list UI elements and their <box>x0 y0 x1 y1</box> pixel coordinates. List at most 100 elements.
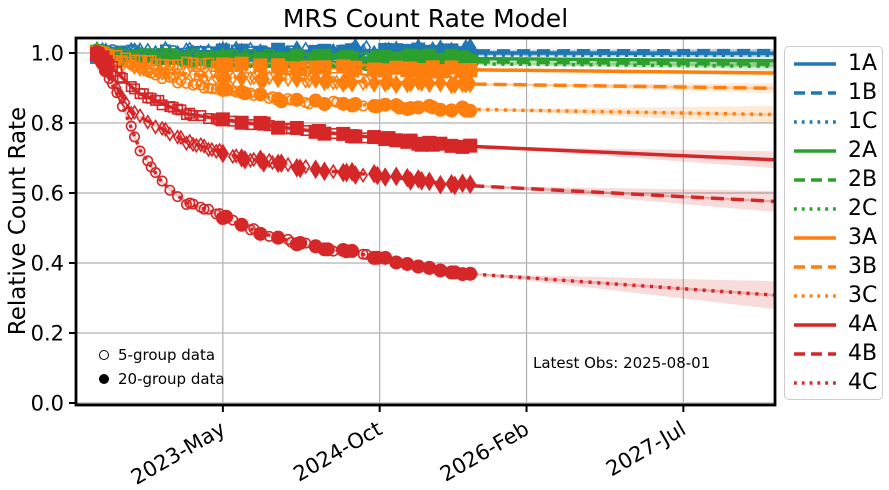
data-point <box>271 68 285 89</box>
data-point <box>135 61 145 77</box>
data-point <box>368 73 381 93</box>
data-point <box>245 152 256 169</box>
legend-label: 2C <box>848 196 878 221</box>
legend-entry-2B: 2B <box>785 165 882 194</box>
data-point <box>175 74 187 86</box>
data-point <box>423 171 436 192</box>
data-point <box>358 75 368 92</box>
data-point <box>415 170 428 191</box>
data-point <box>271 120 286 135</box>
band-3C <box>471 105 775 124</box>
data-point <box>181 42 192 58</box>
band-4B <box>471 185 775 212</box>
band-4A <box>471 146 775 169</box>
band-4C <box>471 273 775 310</box>
data-point <box>203 113 215 125</box>
data-point <box>195 136 206 153</box>
data-point <box>358 167 368 184</box>
data-point <box>234 217 249 232</box>
y-tick-label: 0.4 <box>31 252 64 276</box>
legend-line-sample <box>794 61 836 66</box>
data-point <box>357 248 369 260</box>
data-point <box>129 104 140 121</box>
data-point <box>300 158 311 175</box>
data-point <box>275 153 288 174</box>
data-point <box>116 72 128 84</box>
legend-label: 1A <box>848 51 878 76</box>
data-point <box>134 145 146 157</box>
data-point <box>157 120 167 137</box>
data-point <box>256 116 271 131</box>
data-point <box>164 71 176 83</box>
data-point <box>434 174 447 195</box>
tick-layer <box>69 52 685 412</box>
data-point <box>156 175 168 187</box>
x-tick-label: 2023-May <box>127 417 229 490</box>
data-point <box>184 107 196 119</box>
legend-line-sample <box>794 235 836 240</box>
data-point <box>203 203 215 215</box>
data-point <box>129 60 141 72</box>
legend-entry-3C: 3C <box>785 281 882 310</box>
legend-entry-1B: 1B <box>785 78 882 107</box>
data-point <box>317 126 332 141</box>
data-point <box>156 58 168 70</box>
data-point <box>290 68 303 89</box>
legend-line-sample <box>794 351 836 356</box>
data-point <box>114 71 126 83</box>
legend-entry-4B: 4B <box>785 339 882 368</box>
y-tick-label: 1.0 <box>31 42 64 66</box>
legend-label: 1C <box>848 109 878 134</box>
data-point <box>390 74 403 95</box>
marker-legend: 5-group data 20-group data <box>99 343 225 391</box>
data-point <box>129 59 140 76</box>
data-point <box>117 57 128 74</box>
data-point <box>188 136 198 153</box>
data-point <box>379 167 392 187</box>
legend-label: 3C <box>848 283 878 308</box>
data-point <box>211 143 222 160</box>
data-point <box>253 226 268 241</box>
legend-label: 4A <box>848 312 878 337</box>
axes-frame <box>74 36 777 407</box>
data-point <box>348 129 363 144</box>
data-point <box>463 103 478 118</box>
data-point <box>309 69 322 89</box>
data-point <box>157 65 167 81</box>
data-point <box>345 73 359 93</box>
data-point <box>150 58 162 70</box>
series-legend: 1A 1B 1C 2A 2B 2C 3A 3B 3C 4A 4B 4C <box>784 46 883 400</box>
data-point <box>234 115 249 130</box>
data-point <box>317 97 332 112</box>
data-point <box>463 138 478 153</box>
data-point <box>415 72 428 92</box>
x-tick-label: 2026-Feb <box>436 417 533 487</box>
data-point <box>180 109 192 121</box>
data-point <box>164 184 176 196</box>
series-4A-markers <box>89 46 478 154</box>
legend-line-sample <box>794 322 836 327</box>
data-point <box>456 173 469 194</box>
legend-label: 3B <box>848 254 878 279</box>
legend-line-sample <box>794 293 836 298</box>
legend-entry-3B: 3B <box>785 252 882 281</box>
data-point <box>150 119 161 135</box>
chart-title: MRS Count Rate Model <box>282 4 569 33</box>
legend-entry-1C: 1C <box>785 107 882 136</box>
legend-entry-4A: 4A <box>785 310 882 339</box>
legend-line-sample <box>794 177 836 182</box>
data-point <box>434 73 447 93</box>
data-point <box>349 165 362 185</box>
data-point <box>165 64 175 80</box>
legend-line-sample <box>794 264 836 269</box>
data-point <box>264 69 275 86</box>
data-point <box>309 159 322 180</box>
open-circle-icon <box>99 350 109 360</box>
data-point <box>142 114 153 130</box>
data-point <box>361 73 372 90</box>
data-point <box>176 129 186 146</box>
data-point <box>216 143 229 164</box>
legend-line-sample <box>794 119 836 124</box>
data-point <box>328 74 339 91</box>
